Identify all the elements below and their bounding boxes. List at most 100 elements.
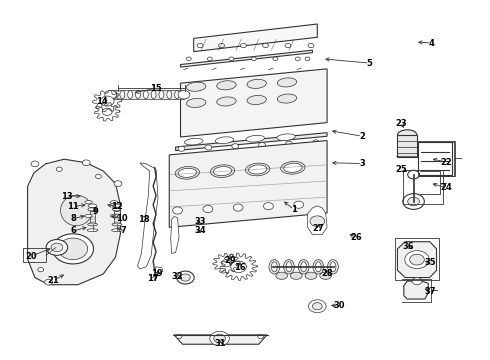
Circle shape	[263, 43, 269, 48]
Ellipse shape	[61, 195, 92, 226]
Ellipse shape	[85, 214, 92, 217]
Polygon shape	[174, 335, 267, 344]
Ellipse shape	[328, 260, 338, 274]
Polygon shape	[404, 281, 428, 299]
Circle shape	[313, 140, 319, 145]
Text: 1: 1	[291, 205, 297, 214]
Ellipse shape	[281, 161, 305, 174]
Bar	[397, 135, 417, 157]
Text: 28: 28	[321, 269, 333, 278]
Text: 35: 35	[425, 258, 437, 267]
Circle shape	[102, 108, 112, 116]
Ellipse shape	[210, 165, 235, 177]
Polygon shape	[171, 217, 179, 253]
Ellipse shape	[320, 272, 331, 279]
Text: 4: 4	[429, 39, 435, 48]
Text: 10: 10	[116, 214, 128, 223]
Text: 9: 9	[93, 207, 99, 216]
Text: 14: 14	[97, 96, 108, 105]
Ellipse shape	[88, 208, 95, 211]
Circle shape	[197, 43, 203, 48]
Text: 25: 25	[395, 165, 407, 174]
Polygon shape	[194, 24, 318, 51]
Circle shape	[178, 90, 190, 99]
Ellipse shape	[136, 91, 141, 99]
Circle shape	[232, 144, 239, 149]
Circle shape	[412, 278, 422, 285]
Ellipse shape	[186, 82, 206, 91]
Text: 30: 30	[333, 301, 344, 310]
Circle shape	[294, 201, 304, 208]
Ellipse shape	[112, 229, 122, 231]
Ellipse shape	[113, 208, 120, 211]
Ellipse shape	[128, 91, 133, 99]
Circle shape	[38, 267, 44, 272]
Bar	[90, 210, 96, 223]
Ellipse shape	[301, 262, 307, 272]
Ellipse shape	[284, 260, 294, 274]
Ellipse shape	[277, 78, 297, 87]
Text: 32: 32	[172, 272, 183, 281]
Text: 34: 34	[194, 226, 206, 235]
Ellipse shape	[305, 272, 317, 279]
Text: 2: 2	[359, 132, 365, 141]
Ellipse shape	[284, 163, 302, 172]
Text: 15: 15	[150, 84, 162, 93]
Text: 21: 21	[48, 276, 59, 285]
Polygon shape	[180, 50, 313, 67]
Ellipse shape	[87, 229, 98, 231]
Ellipse shape	[88, 223, 98, 226]
Ellipse shape	[217, 81, 236, 90]
Text: 11: 11	[67, 202, 79, 211]
Circle shape	[308, 43, 314, 48]
Ellipse shape	[247, 79, 267, 89]
Ellipse shape	[151, 91, 156, 99]
Text: 23: 23	[395, 119, 407, 128]
Ellipse shape	[298, 260, 309, 274]
Text: 3: 3	[359, 159, 365, 168]
Circle shape	[82, 160, 90, 166]
Circle shape	[114, 181, 122, 186]
Text: 20: 20	[25, 252, 37, 261]
Circle shape	[405, 251, 429, 269]
Ellipse shape	[246, 135, 265, 142]
Circle shape	[46, 239, 68, 255]
Ellipse shape	[144, 91, 148, 99]
Circle shape	[178, 146, 185, 151]
Circle shape	[210, 331, 229, 346]
Circle shape	[286, 141, 293, 146]
Polygon shape	[155, 267, 163, 273]
Circle shape	[219, 43, 224, 48]
Polygon shape	[308, 206, 327, 234]
Ellipse shape	[88, 204, 97, 208]
Ellipse shape	[330, 262, 336, 272]
Ellipse shape	[175, 166, 199, 179]
Ellipse shape	[248, 165, 267, 174]
Circle shape	[241, 43, 246, 48]
Circle shape	[51, 243, 63, 252]
Bar	[418, 142, 452, 175]
Circle shape	[207, 57, 212, 60]
Circle shape	[186, 57, 191, 60]
Ellipse shape	[174, 91, 179, 99]
Text: 36: 36	[403, 242, 415, 251]
Polygon shape	[138, 163, 158, 269]
Circle shape	[313, 303, 322, 310]
Circle shape	[273, 57, 278, 60]
Ellipse shape	[245, 163, 270, 176]
Circle shape	[113, 207, 119, 211]
Ellipse shape	[110, 214, 118, 217]
Circle shape	[52, 234, 94, 264]
Ellipse shape	[184, 138, 203, 145]
Text: 19: 19	[151, 269, 163, 278]
Ellipse shape	[247, 95, 267, 104]
Text: 18: 18	[138, 215, 149, 224]
Ellipse shape	[316, 262, 321, 272]
Ellipse shape	[112, 91, 117, 99]
Text: 13: 13	[61, 192, 73, 201]
Circle shape	[203, 206, 213, 213]
Circle shape	[114, 207, 120, 212]
Ellipse shape	[271, 262, 277, 272]
Circle shape	[309, 300, 326, 313]
Text: 16: 16	[234, 264, 246, 273]
